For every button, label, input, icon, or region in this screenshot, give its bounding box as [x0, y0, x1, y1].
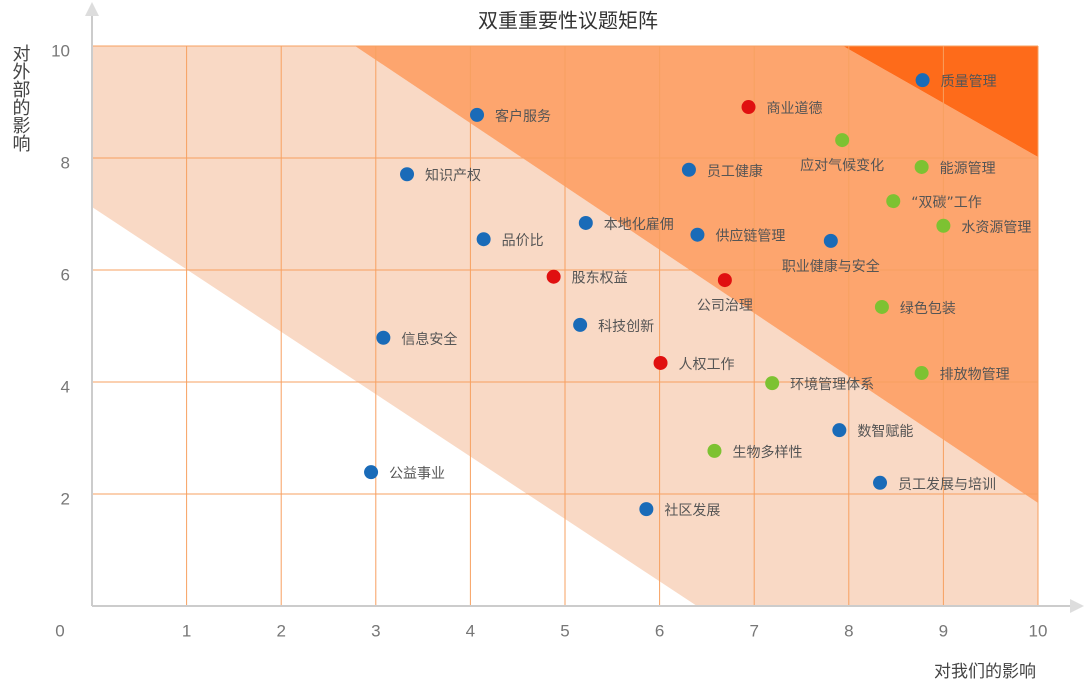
- point: [936, 218, 951, 233]
- point: [400, 167, 415, 182]
- x-tick-label: 0: [55, 621, 64, 640]
- x-tick-label: 9: [939, 621, 948, 640]
- point: [476, 232, 491, 247]
- point-label: 本地化雇佣: [604, 216, 674, 233]
- y-tick-label: 2: [61, 489, 70, 508]
- x-tick-label: 4: [466, 621, 475, 640]
- x-tick-label: 1: [182, 621, 191, 640]
- point: [832, 423, 847, 438]
- point: [681, 162, 696, 177]
- point: [653, 355, 668, 370]
- point-label: 员工发展与培训: [898, 477, 996, 493]
- point-label: 商业道德: [767, 101, 823, 117]
- chart-title: 双重重要性议题矩阵: [478, 9, 658, 33]
- point: [364, 465, 379, 480]
- x-tick-label: 2: [276, 621, 285, 640]
- y-tick-label: 6: [61, 265, 70, 284]
- point-label: 人权工作: [679, 357, 735, 373]
- point: [874, 299, 889, 314]
- point-label: 生物多样性: [732, 444, 802, 461]
- x-tick-label: 5: [560, 621, 569, 640]
- point: [546, 269, 561, 284]
- y-tick-label: 10: [51, 41, 70, 60]
- point-label: 质量管理: [941, 74, 997, 90]
- point: [470, 107, 485, 122]
- x-tick-label: 3: [371, 621, 380, 640]
- point-label: 员工健康: [707, 163, 763, 180]
- point: [835, 133, 850, 148]
- point-label: 科技创新: [598, 319, 654, 335]
- point-label: 绿色包装: [900, 300, 956, 317]
- point-label: 应对气候变化: [800, 157, 884, 174]
- x-tick-label: 10: [1029, 621, 1048, 640]
- y-tick-label: 8: [61, 153, 70, 172]
- x-axis-label: 对我们的影响: [934, 662, 1036, 682]
- point: [376, 330, 391, 345]
- point: [886, 194, 901, 209]
- point: [873, 475, 888, 490]
- point: [707, 443, 722, 458]
- y-axis-arrow: [85, 2, 99, 16]
- point-label: 数智赋能: [857, 424, 913, 440]
- band-medium: [355, 46, 1038, 503]
- point-label: 信息安全: [401, 331, 457, 348]
- point: [914, 159, 929, 174]
- point-label: 水资源管理: [961, 220, 1031, 236]
- point: [573, 317, 588, 332]
- point: [915, 73, 930, 88]
- point-label: 排放物管理: [940, 367, 1010, 383]
- point-label: 能源管理: [940, 161, 996, 177]
- point-label: 社区发展: [664, 503, 720, 519]
- point-label: 品价比: [502, 233, 544, 249]
- point-label: 股东权益: [572, 271, 628, 287]
- point: [765, 376, 780, 391]
- band-dark: [843, 46, 1038, 157]
- y-axis-label: 对外部的影响: [10, 44, 31, 153]
- point-label: 知识产权: [425, 167, 481, 184]
- x-axis-arrow: [1070, 599, 1084, 613]
- point-label: 环境管理体系: [790, 377, 874, 393]
- y-tick-label: 4: [61, 377, 70, 396]
- point-label: 职业健康与安全: [782, 258, 880, 275]
- point: [914, 366, 929, 381]
- x-tick-label: 7: [749, 621, 758, 640]
- point: [717, 273, 732, 288]
- x-tick-label: 6: [655, 621, 664, 640]
- point: [823, 233, 838, 248]
- point: [639, 502, 654, 517]
- point-label: 公益事业: [389, 466, 445, 482]
- point: [741, 100, 756, 115]
- point-label: “双碳”工作: [911, 195, 982, 211]
- x-tick-label: 8: [844, 621, 853, 640]
- point-label: 客户服务: [495, 108, 551, 125]
- point-label: 公司治理: [697, 298, 753, 314]
- point: [578, 215, 593, 230]
- point-label: 供应链管理: [715, 228, 785, 245]
- point: [690, 227, 705, 242]
